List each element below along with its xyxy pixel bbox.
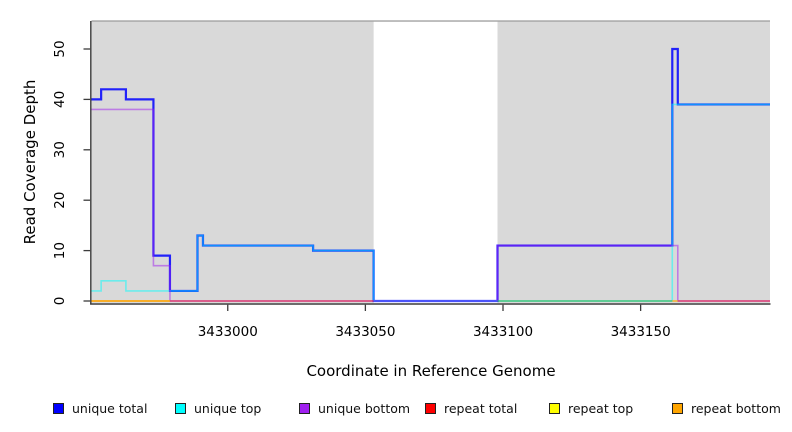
legend-item-label: unique bottom	[318, 400, 411, 416]
y-tick-label: 0	[52, 297, 68, 306]
legend-item-unique-top: unique top	[175, 398, 261, 418]
legend-item-repeat-bottom: repeat bottom	[672, 398, 781, 418]
legend-swatch-repeat-bottom	[672, 402, 683, 414]
x-tick-label: 3433000	[198, 324, 258, 340]
legend-swatch-unique-top	[175, 402, 186, 414]
x-tick-label: 3433100	[473, 324, 533, 340]
legend-swatch-unique-bottom	[299, 402, 310, 414]
x-axis-title: Coordinate in Reference Genome	[306, 362, 556, 380]
chart-svg: 3433000 3433050 3433100 3433150 0 10 20 30 40 50	[52, 20, 771, 340]
y-tick-label: 50	[52, 40, 68, 57]
y-tick-label: 30	[52, 141, 68, 158]
legend-item-unique-bottom: unique bottom	[299, 398, 410, 418]
legend-item-label: unique top	[194, 400, 262, 416]
y-tick-label: 20	[52, 192, 68, 209]
legend-item-label: repeat bottom	[691, 400, 781, 416]
y-axis-title: Read Coverage Depth	[21, 79, 39, 245]
gap-band	[373, 21, 498, 304]
x-tick-label: 3433150	[611, 324, 671, 340]
legend-swatch-repeat-total	[425, 402, 436, 414]
legend-item-label: repeat total	[444, 400, 518, 416]
legend-swatch-repeat-top	[549, 402, 560, 414]
legend-swatch-unique-total	[53, 402, 64, 414]
x-tick-label: 3433050	[335, 324, 395, 340]
legend-item-label: repeat top	[568, 400, 634, 416]
y-tick-label: 40	[52, 91, 68, 108]
legend-item-unique-total: unique total	[53, 398, 147, 418]
legend: unique total unique top unique bottom re…	[0, 398, 792, 422]
legend-item-repeat-total: repeat total	[425, 398, 517, 418]
y-tick-label: 10	[52, 242, 68, 259]
legend-item-repeat-top: repeat top	[549, 398, 633, 418]
legend-item-label: unique total	[72, 400, 148, 416]
